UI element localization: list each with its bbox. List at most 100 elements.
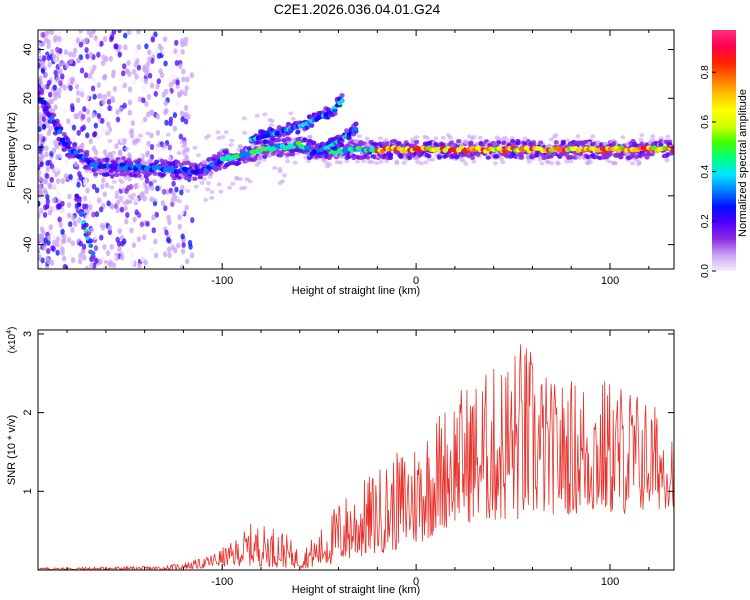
spectrogram-noise-cell bbox=[180, 184, 185, 191]
spectrogram-noise-cell bbox=[189, 252, 195, 259]
spectrogram-noise-cell bbox=[107, 139, 113, 144]
spectrogram-noise-cell bbox=[100, 183, 105, 190]
spectrogram-noise-cell bbox=[181, 144, 187, 149]
spectrogram-noise-cell bbox=[85, 187, 90, 194]
spectrogram-noise-cell bbox=[184, 204, 189, 211]
spectrogram-noise-cell bbox=[50, 245, 55, 252]
spectrogram-noise-cell bbox=[58, 80, 63, 87]
spectrogram-noise-cell bbox=[162, 251, 168, 258]
spectrogram-noise-cell bbox=[49, 98, 55, 105]
spectrogram-noise-cell bbox=[169, 65, 175, 72]
spectrogram-noise-cell bbox=[181, 241, 186, 248]
spectrogram-ridge-cell bbox=[59, 137, 66, 143]
spectrogram-ridge-cell bbox=[237, 144, 244, 149]
spectrogram-noise-cell bbox=[145, 150, 150, 157]
spectrogram-noise-cell bbox=[71, 124, 77, 131]
spectrogram-noise-cell bbox=[42, 187, 48, 194]
spectrogram-noise-cell bbox=[206, 181, 212, 186]
spectrogram-ridge-cell bbox=[270, 151, 277, 156]
spectrogram-noise-cell bbox=[165, 132, 171, 137]
spectrogram-noise-cell bbox=[183, 118, 189, 125]
spectrogram-noise-cell bbox=[56, 203, 61, 210]
spectrogram-noise-cell bbox=[99, 40, 104, 47]
spectrogram-noise-cell bbox=[76, 129, 81, 136]
spectrogram-noise-cell bbox=[153, 90, 158, 97]
spectrogram-branch-cell bbox=[88, 243, 94, 249]
spectrogram-noise-cell bbox=[247, 179, 253, 184]
spectrogram-ridge-cell bbox=[147, 159, 153, 164]
spectrogram-branch-cell bbox=[332, 146, 338, 151]
spectrogram-noise-cell bbox=[130, 120, 135, 127]
spectrogram-noise-cell bbox=[132, 54, 137, 61]
spectrogram-noise-cell bbox=[43, 237, 48, 244]
spectrogram-ridge-cell bbox=[455, 138, 462, 144]
spectrogram-noise-cell bbox=[184, 85, 189, 92]
spectrogram-noise-cell bbox=[70, 76, 75, 83]
spectrogram-noise-cell bbox=[272, 165, 278, 170]
spectrogram-noise-cell bbox=[134, 196, 139, 203]
spectrogram-noise-cell bbox=[127, 86, 133, 93]
spectrogram-noise-cell bbox=[98, 133, 103, 140]
spectrogram-noise-cell bbox=[269, 123, 275, 128]
spectrogram-noise-cell bbox=[192, 145, 198, 150]
spectrogram-noise-cell bbox=[43, 77, 48, 84]
spectrogram-noise-cell bbox=[161, 91, 166, 98]
spectrogram-noise-cell bbox=[38, 62, 41, 69]
spectrogram-noise-cell bbox=[418, 161, 424, 166]
spectrogram-noise-cell bbox=[118, 106, 124, 113]
spectrogram-noise-cell bbox=[156, 147, 161, 154]
spectrogram-noise-cell bbox=[44, 145, 49, 152]
spectrogram-noise-cell bbox=[109, 36, 114, 43]
spectrogram-noise-cell bbox=[122, 200, 128, 205]
spectrogram-noise-cell bbox=[151, 214, 156, 221]
spectrogram-noise-cell bbox=[430, 157, 436, 162]
spectrogram-noise-cell bbox=[115, 109, 120, 116]
spectrogram-ridge-cell bbox=[120, 156, 127, 161]
spectrogram-noise-cell bbox=[91, 131, 97, 138]
spectrogram-ridge-cell bbox=[670, 150, 674, 155]
spectrogram-noise-cell bbox=[127, 109, 133, 116]
spectrogram-noise-cell bbox=[129, 196, 135, 201]
spectrogram-noise-cell bbox=[145, 61, 151, 68]
spectrogram-noise-cell bbox=[75, 37, 81, 44]
spectrogram-noise-cell bbox=[151, 227, 156, 234]
spectrogram-noise-cell bbox=[498, 157, 504, 162]
spectrogram-noise-cell bbox=[139, 119, 144, 126]
spectrogram-noise-cell bbox=[334, 160, 340, 165]
spectrogram-noise-cell bbox=[88, 51, 93, 58]
spectrogram-data bbox=[38, 30, 674, 269]
spectrogram-noise-cell bbox=[185, 76, 190, 83]
spectrogram-noise-cell bbox=[43, 204, 48, 211]
spectrogram-noise-cell bbox=[144, 43, 149, 50]
spectrogram-noise-cell bbox=[414, 159, 420, 164]
spectrogram-noise-cell bbox=[111, 72, 116, 79]
spectrogram-noise-cell bbox=[87, 73, 93, 80]
spectrogram-noise-cell bbox=[81, 243, 87, 250]
spectrogram-noise-cell bbox=[153, 252, 159, 259]
spectrogram-noise-cell bbox=[590, 134, 596, 139]
spectrogram-ridge-cell bbox=[365, 142, 371, 148]
spectrogram-noise-cell bbox=[183, 229, 188, 236]
spectrogram-noise-cell bbox=[88, 90, 93, 97]
spectrogram-noise-cell bbox=[146, 140, 151, 147]
spectrogram-noise-cell bbox=[68, 173, 73, 180]
spectrogram-noise-cell bbox=[96, 82, 102, 89]
spectrogram-noise-cell bbox=[71, 257, 76, 264]
spectrogram-noise-cell bbox=[230, 181, 236, 186]
spectrogram-noise-cell bbox=[90, 85, 96, 92]
spectrogram-noise-cell bbox=[58, 152, 64, 159]
spectrogram-noise-cell bbox=[170, 190, 176, 195]
spectrogram-noise-cell bbox=[47, 61, 52, 68]
spectrogram-noise-cell bbox=[82, 254, 87, 261]
spectrogram-noise-cell bbox=[122, 102, 127, 109]
spectrogram-noise-cell bbox=[61, 255, 67, 262]
spectrogram-noise-cell bbox=[38, 242, 41, 249]
spectrogram-noise-cell bbox=[190, 217, 195, 224]
spectrogram-noise-cell bbox=[71, 51, 77, 58]
spectrogram-noise-cell bbox=[610, 160, 616, 165]
spectrogram-noise-cell bbox=[38, 207, 44, 214]
spectrogram-noise-cell bbox=[181, 68, 186, 75]
spectrogram-noise-cell bbox=[109, 243, 114, 250]
spectrogram-noise-cell bbox=[62, 263, 68, 269]
spectrogram-noise-cell bbox=[57, 35, 62, 42]
